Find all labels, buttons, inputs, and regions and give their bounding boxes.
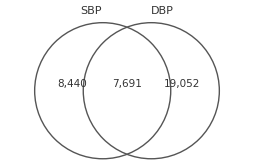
Text: 7,691: 7,691 (112, 79, 142, 89)
Text: 8,440: 8,440 (57, 79, 87, 89)
Text: SBP: SBP (81, 6, 102, 16)
Text: 19,052: 19,052 (164, 79, 200, 89)
Text: DBP: DBP (151, 6, 174, 16)
